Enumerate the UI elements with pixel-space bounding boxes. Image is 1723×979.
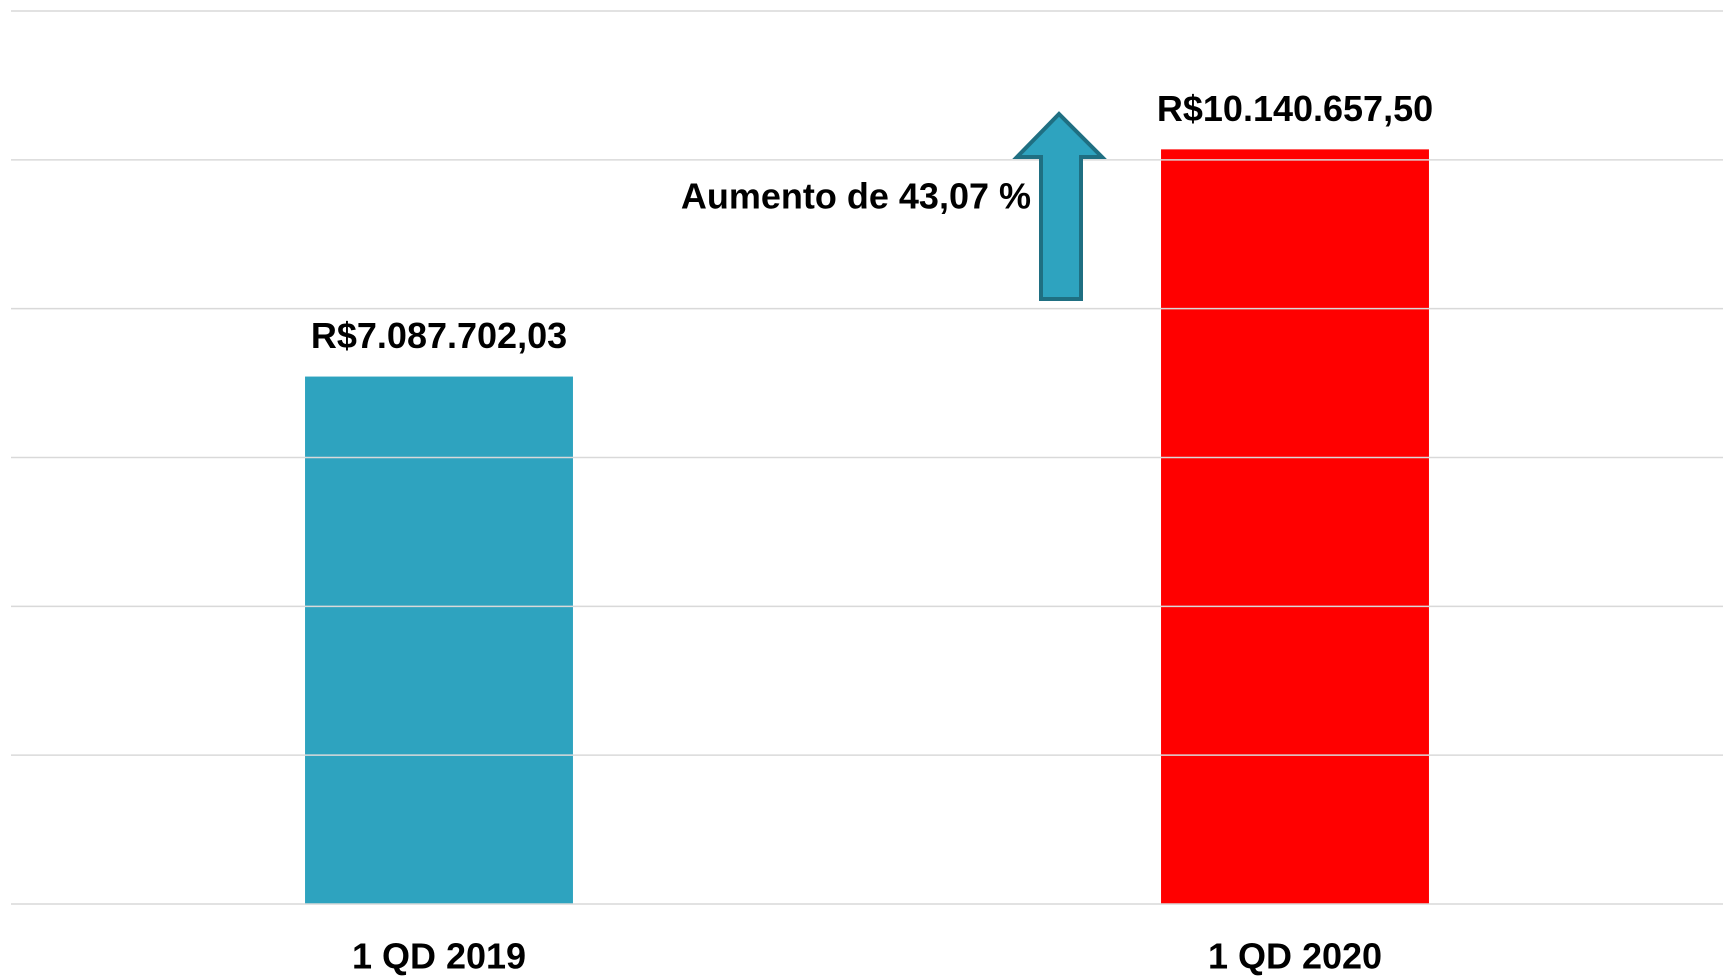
- x-tick-label: 1 QD 2019: [352, 936, 526, 977]
- x-tick-label: 1 QD 2020: [1208, 936, 1382, 977]
- value-label: R$7.087.702,03: [311, 315, 567, 356]
- annotation: Aumento de 43,07 %: [681, 176, 1031, 217]
- bar: [1161, 149, 1429, 904]
- increase-arrow: [1012, 111, 1107, 301]
- bar: [305, 376, 573, 904]
- value-label: R$10.140.657,50: [1157, 88, 1433, 129]
